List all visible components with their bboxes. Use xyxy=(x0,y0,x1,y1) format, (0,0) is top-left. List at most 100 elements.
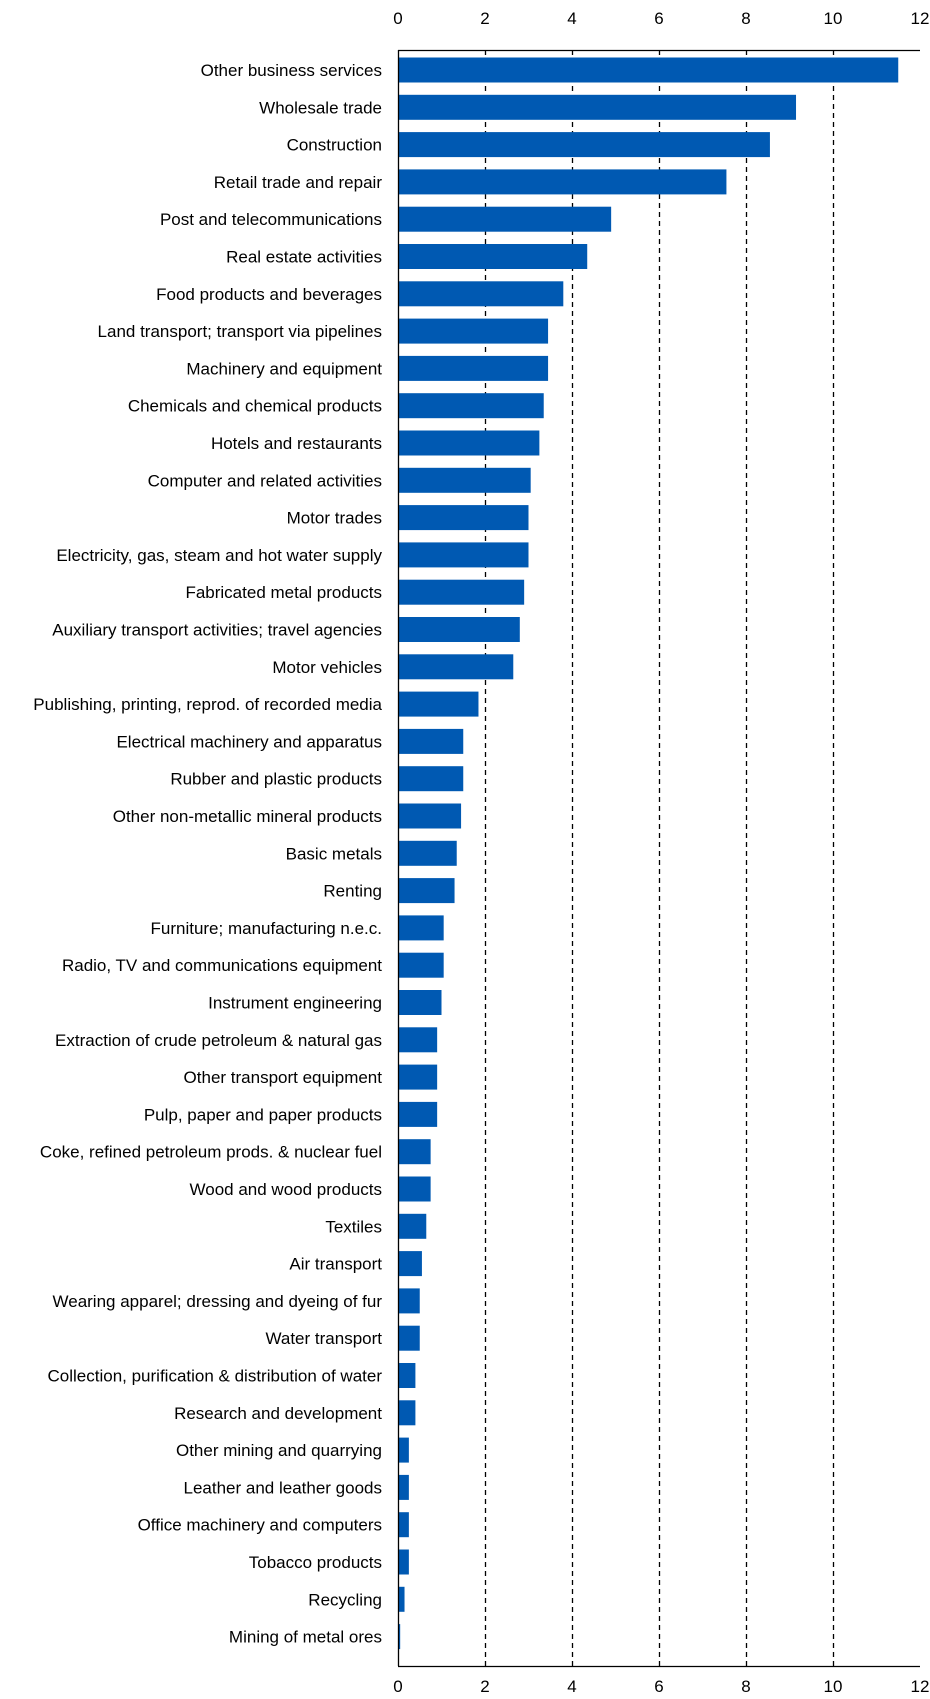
bar xyxy=(398,1474,409,1500)
bar xyxy=(398,1437,409,1463)
x-tick-label-bottom: 0 xyxy=(393,1677,402,1696)
x-tick-label-bottom: 10 xyxy=(824,1677,843,1696)
bar xyxy=(398,915,444,941)
bar xyxy=(398,1251,422,1277)
category-label: Motor vehicles xyxy=(272,658,382,677)
category-label: Computer and related activities xyxy=(148,471,382,490)
x-tick-label-bottom: 6 xyxy=(654,1677,663,1696)
bar xyxy=(398,505,529,531)
bar xyxy=(398,1363,416,1388)
category-label: Construction xyxy=(287,136,382,155)
bar xyxy=(398,654,514,680)
x-tick-label-bottom: 2 xyxy=(480,1677,489,1696)
category-label: Machinery and equipment xyxy=(186,359,382,378)
category-label: Tobacco products xyxy=(249,1553,382,1572)
bar xyxy=(398,94,797,120)
bar xyxy=(398,393,544,419)
category-label: Other non-metallic mineral products xyxy=(113,807,382,826)
category-label: Furniture; manufacturing n.e.c. xyxy=(150,919,382,938)
category-label: Other business services xyxy=(201,61,382,80)
bar xyxy=(398,803,462,829)
x-tick-label-top: 6 xyxy=(654,9,663,28)
category-label: Motor trades xyxy=(287,509,382,528)
x-tick-label-top: 4 xyxy=(567,9,576,28)
category-label: Wholesale trade xyxy=(259,98,382,117)
bar xyxy=(398,1586,405,1612)
x-tick-label-top: 0 xyxy=(393,9,402,28)
bar xyxy=(398,1512,409,1538)
bar xyxy=(398,952,444,978)
bar xyxy=(398,281,564,307)
x-tick-label-bottom: 12 xyxy=(911,1677,930,1696)
x-tick-label-top: 8 xyxy=(741,9,750,28)
bar xyxy=(398,169,727,195)
category-label: Collection, purification & distribution … xyxy=(48,1367,383,1386)
category-label: Extraction of crude petroleum & natural … xyxy=(55,1031,382,1050)
bar xyxy=(398,430,540,456)
x-tick-label-bottom: 8 xyxy=(741,1677,750,1696)
bar xyxy=(398,244,588,269)
category-label: Chemicals and chemical products xyxy=(128,397,382,416)
x-tick-label-top: 12 xyxy=(911,9,930,28)
category-label: Recycling xyxy=(308,1590,382,1609)
bar xyxy=(398,467,531,493)
category-label: Research and development xyxy=(174,1404,382,1423)
category-label: Hotels and restaurants xyxy=(211,434,382,453)
bar xyxy=(398,617,520,642)
bar xyxy=(398,1101,438,1127)
bar xyxy=(398,1213,427,1239)
category-label: Electrical machinery and apparatus xyxy=(116,732,382,751)
category-label: Pulp, paper and paper products xyxy=(144,1105,382,1124)
category-label: Electricity, gas, steam and hot water su… xyxy=(56,546,382,565)
bar xyxy=(398,206,612,232)
category-label: Land transport; transport via pipelines xyxy=(98,322,382,341)
bar xyxy=(398,318,549,344)
category-label: Post and telecommunications xyxy=(160,210,382,229)
category-label: Office machinery and computers xyxy=(138,1516,382,1535)
category-label: Other transport equipment xyxy=(184,1068,383,1087)
category-label: Fabricated metal products xyxy=(185,583,382,602)
bar xyxy=(398,840,457,866)
category-label: Mining of metal ores xyxy=(229,1628,382,1647)
category-label: Water transport xyxy=(265,1329,382,1348)
bar xyxy=(398,878,455,904)
bar xyxy=(398,1064,438,1090)
bar xyxy=(398,579,525,605)
bar xyxy=(398,1325,420,1351)
category-label: Retail trade and repair xyxy=(214,173,383,192)
category-label: Wearing apparel; dressing and dyeing of … xyxy=(53,1292,383,1311)
bar xyxy=(398,542,529,568)
axes xyxy=(397,49,920,1668)
bars xyxy=(398,57,899,1650)
bar xyxy=(398,766,464,792)
category-label: Coke, refined petroleum prods. & nuclear… xyxy=(40,1143,382,1162)
bottom-axis-ticks: 0 2 4 6 8 10 12 xyxy=(393,1677,929,1696)
category-label: Real estate activities xyxy=(226,248,382,267)
bar xyxy=(398,990,442,1015)
category-label: Radio, TV and communications equipment xyxy=(62,956,382,975)
category-label: Publishing, printing, reprod. of recorde… xyxy=(33,695,382,714)
bar xyxy=(398,1288,420,1314)
bar xyxy=(398,728,464,754)
bar xyxy=(398,1176,431,1202)
category-label: Food products and beverages xyxy=(156,285,382,304)
x-tick-label-top: 2 xyxy=(480,9,489,28)
category-labels: Other business services Wholesale trade Co… xyxy=(33,61,382,1647)
bar xyxy=(398,132,770,158)
category-label: Auxiliary transport activities; travel a… xyxy=(52,621,382,640)
x-tick-label-bottom: 4 xyxy=(567,1677,576,1696)
category-label: Leather and leather goods xyxy=(184,1478,383,1497)
bar xyxy=(398,1139,431,1165)
bar xyxy=(398,1400,416,1426)
top-axis-ticks: 0 2 4 6 8 10 12 xyxy=(393,9,929,28)
category-label: Rubber and plastic products xyxy=(170,770,382,789)
bar xyxy=(398,691,479,717)
x-tick-label-top: 10 xyxy=(824,9,843,28)
bar xyxy=(398,355,549,381)
category-label: Wood and wood products xyxy=(190,1180,382,1199)
category-label: Instrument engineering xyxy=(208,994,382,1013)
category-label: Renting xyxy=(323,882,382,901)
bar xyxy=(398,57,899,83)
category-label: Textiles xyxy=(325,1217,382,1236)
